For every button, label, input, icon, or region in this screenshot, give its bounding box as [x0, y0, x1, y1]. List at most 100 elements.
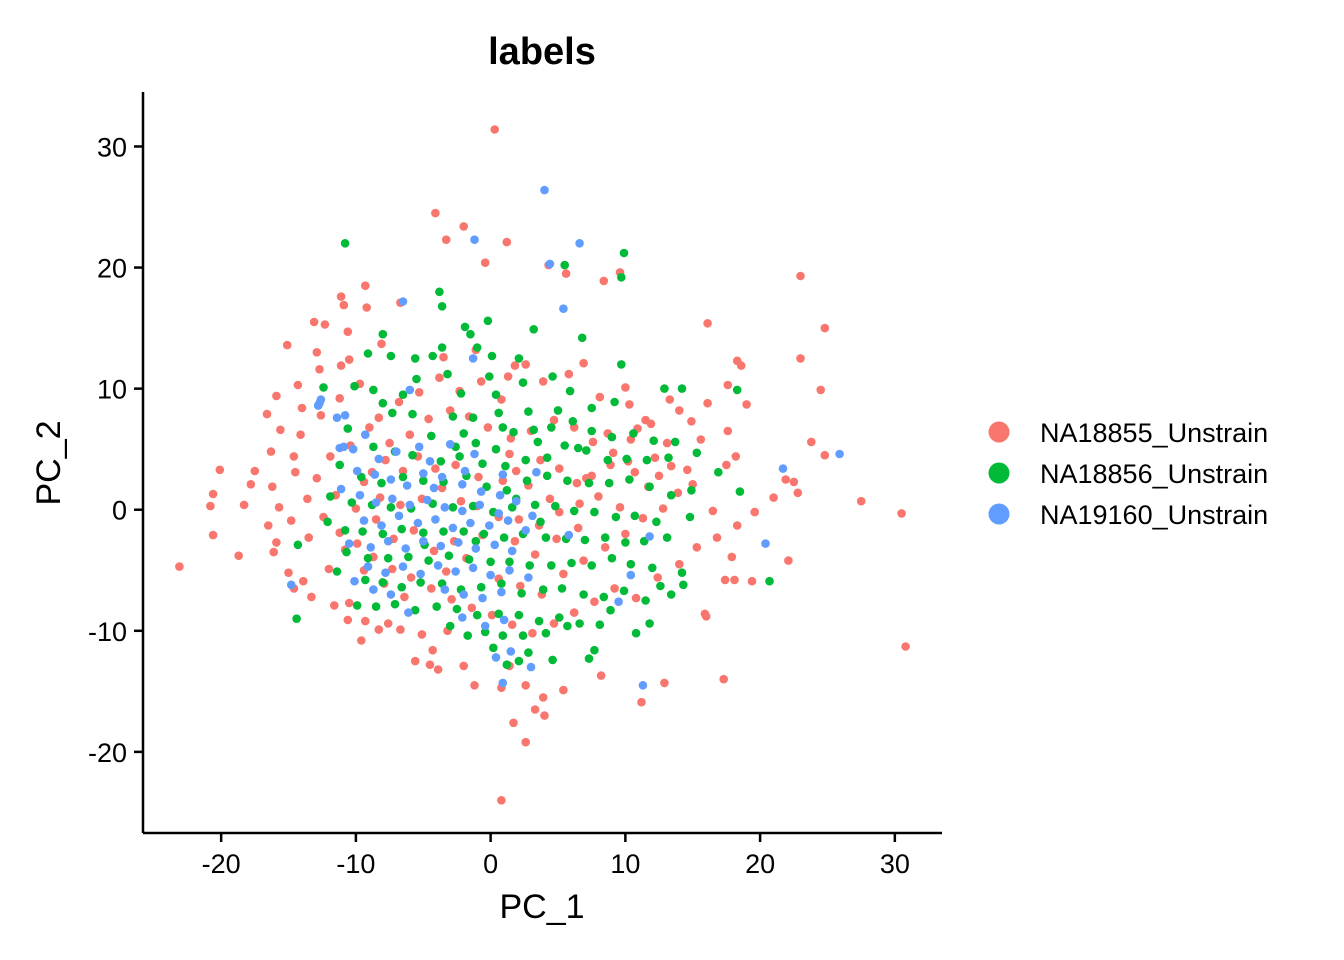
data-point [262, 409, 272, 419]
data-point [344, 539, 354, 548]
data-point [381, 455, 390, 465]
data-point [475, 500, 485, 510]
data-point [485, 372, 494, 381]
data-point [675, 406, 684, 415]
data-point [401, 544, 411, 553]
data-point [291, 467, 300, 477]
data-point [507, 620, 517, 629]
data-point [735, 487, 745, 496]
data-point [540, 185, 549, 195]
data-point [250, 466, 260, 476]
data-point [521, 737, 530, 747]
data-point [326, 452, 335, 461]
series-3-points [286, 185, 844, 690]
data-point [431, 515, 440, 524]
data-point [683, 465, 692, 475]
data-point [463, 631, 473, 640]
data-point [542, 453, 552, 463]
data-point [486, 570, 495, 580]
data-point [487, 610, 497, 620]
data-point [480, 621, 490, 631]
data-point [692, 543, 702, 552]
data-point [352, 601, 362, 610]
data-point [289, 452, 299, 461]
data-point [441, 235, 451, 244]
data-point [472, 610, 482, 620]
data-point [385, 438, 394, 448]
data-point [642, 455, 652, 465]
data-point [626, 570, 636, 580]
data-point [778, 464, 788, 473]
data-point [448, 523, 458, 533]
data-point [431, 208, 440, 218]
data-point [687, 486, 696, 495]
data-point [723, 380, 733, 390]
data-point [476, 582, 486, 592]
data-point [542, 471, 552, 481]
data-point [555, 464, 564, 473]
data-point [307, 592, 316, 602]
series-1-points [175, 125, 910, 805]
data-point [658, 504, 668, 513]
data-point [720, 575, 730, 585]
data-point [590, 645, 599, 655]
data-point [660, 384, 669, 393]
data-point [276, 425, 285, 435]
data-point [625, 400, 634, 409]
data-point [365, 423, 374, 432]
data-point [394, 511, 404, 521]
data-point [514, 610, 524, 620]
data-point [789, 477, 799, 487]
data-point [377, 521, 386, 530]
data-point [654, 471, 664, 481]
data-point [419, 469, 428, 478]
data-point [397, 524, 407, 534]
data-point [339, 300, 349, 310]
data-point [619, 248, 629, 258]
data-point [397, 582, 407, 592]
data-point [575, 239, 584, 248]
data-point [466, 329, 475, 339]
data-point [344, 598, 354, 608]
data-point [524, 407, 533, 416]
data-point [599, 592, 609, 602]
data-point [719, 674, 728, 684]
data-point [468, 501, 478, 511]
data-point [460, 322, 470, 332]
data-point [629, 429, 638, 438]
data-point [617, 273, 626, 282]
data-point [522, 476, 532, 486]
data-point [510, 361, 520, 370]
data-point [619, 586, 629, 596]
data-point [410, 605, 420, 615]
data-point [732, 521, 742, 530]
data-point [564, 369, 574, 379]
data-point [548, 655, 557, 665]
data-point [521, 360, 530, 369]
data-point [638, 513, 648, 523]
data-point [340, 411, 350, 420]
data-point [784, 556, 793, 565]
data-point [402, 481, 412, 490]
data-point [807, 437, 816, 447]
data-point [564, 530, 574, 540]
data-point [445, 621, 455, 631]
data-point [414, 442, 424, 452]
data-point [343, 327, 353, 337]
data-point [610, 584, 619, 593]
data-point [431, 464, 440, 473]
data-point [901, 642, 910, 651]
data-point [378, 329, 388, 339]
data-point [530, 550, 540, 559]
y-tick-label: -10 [88, 617, 127, 647]
data-point [625, 475, 634, 484]
data-point [498, 423, 508, 432]
data-point [536, 455, 545, 465]
data-point [440, 585, 450, 594]
data-point [342, 547, 351, 557]
data-point [361, 430, 370, 440]
data-point [424, 556, 433, 565]
data-point [320, 320, 330, 329]
y-tick-label: 30 [97, 132, 127, 162]
points-layer [175, 125, 910, 805]
